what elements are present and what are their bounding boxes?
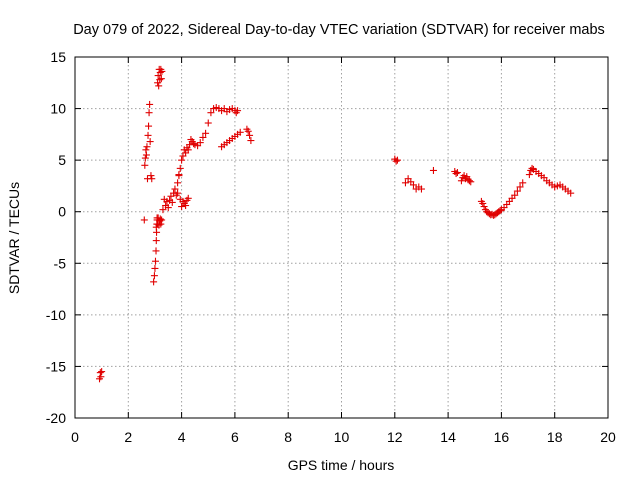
data-point xyxy=(147,172,155,180)
data-point xyxy=(164,204,172,212)
data-point xyxy=(150,272,158,280)
x-tick-label: 14 xyxy=(440,429,456,445)
y-tick-label: 10 xyxy=(50,101,66,117)
data-point xyxy=(401,179,409,187)
x-tick-label: 0 xyxy=(71,429,79,445)
y-tick-label: 15 xyxy=(50,49,66,65)
data-point xyxy=(143,143,151,151)
y-tick-label: -20 xyxy=(46,410,66,426)
data-point xyxy=(409,181,417,189)
data-point xyxy=(151,257,159,265)
data-point xyxy=(150,278,158,286)
data-point xyxy=(142,151,150,159)
data-point xyxy=(97,373,105,381)
data-point xyxy=(144,131,152,139)
data-point xyxy=(202,129,210,137)
data-point xyxy=(175,171,183,179)
data-point xyxy=(152,237,160,245)
x-tick-label: 6 xyxy=(231,429,239,445)
data-point xyxy=(156,76,164,84)
axis-ticks: 0 2 4 6 8 10 12 14 16 18 20 -20 -15 -10 -5 0 5 10 15 xyxy=(46,49,616,445)
data-point xyxy=(465,177,473,185)
data-point xyxy=(158,67,166,75)
data-point xyxy=(207,109,215,117)
data-point xyxy=(236,128,244,136)
data-point xyxy=(244,127,252,135)
data-point xyxy=(152,247,160,255)
data-point xyxy=(155,82,163,90)
data-point xyxy=(157,220,165,228)
data-point xyxy=(567,189,575,197)
y-axis-label: SDTVAR / TECUs xyxy=(6,182,22,294)
data-point xyxy=(393,156,401,164)
data-point xyxy=(146,100,154,108)
data-point xyxy=(516,183,524,191)
data-point xyxy=(247,137,255,145)
data-point xyxy=(140,216,148,224)
data-point xyxy=(479,199,487,207)
data-point xyxy=(151,264,159,272)
data-point xyxy=(392,157,400,165)
x-tick-label: 16 xyxy=(494,429,510,445)
data-point xyxy=(158,216,166,224)
x-axis-label: GPS time / hours xyxy=(288,457,395,473)
data-point xyxy=(511,191,519,199)
x-tick-label: 8 xyxy=(284,429,292,445)
data-point xyxy=(182,202,190,210)
data-point xyxy=(145,122,153,130)
data-point xyxy=(513,187,521,195)
data-point xyxy=(452,170,460,178)
data-point xyxy=(480,203,488,211)
data-point xyxy=(174,189,182,197)
y-tick-label: -15 xyxy=(46,358,66,374)
data-point xyxy=(148,175,156,183)
data-point xyxy=(429,166,437,174)
data-point xyxy=(204,119,212,127)
data-point xyxy=(519,179,527,187)
grid-lines xyxy=(75,57,608,418)
data-point xyxy=(176,164,184,172)
data-point xyxy=(174,179,182,187)
x-tick-label: 10 xyxy=(334,429,350,445)
x-tick-label: 18 xyxy=(547,429,563,445)
data-point xyxy=(234,107,242,115)
data-point xyxy=(184,146,192,154)
data-point xyxy=(184,194,192,202)
data-point xyxy=(467,178,475,186)
data-point xyxy=(178,156,186,164)
y-tick-label: 5 xyxy=(58,152,66,168)
y-tick-label: -10 xyxy=(46,307,66,323)
x-tick-label: 12 xyxy=(387,429,403,445)
data-point xyxy=(141,161,149,169)
y-tick-label: 0 xyxy=(58,204,66,220)
data-point xyxy=(141,154,149,162)
data-point xyxy=(168,198,176,206)
x-tick-label: 20 xyxy=(600,429,616,445)
data-point xyxy=(496,207,504,215)
data-series-sdtvar xyxy=(96,65,575,383)
data-point xyxy=(525,171,533,179)
data-point xyxy=(145,109,153,117)
data-point xyxy=(417,185,425,193)
data-point xyxy=(190,140,198,148)
data-point xyxy=(528,164,536,172)
data-point xyxy=(171,185,179,193)
data-point xyxy=(246,131,254,139)
data-point xyxy=(146,138,154,146)
data-point xyxy=(98,368,106,376)
data-point xyxy=(196,139,204,147)
chart-title: Day 079 of 2022, Sidereal Day-to-day VTE… xyxy=(73,22,605,38)
data-point xyxy=(199,133,207,141)
data-point xyxy=(453,169,461,177)
data-point xyxy=(157,75,165,83)
x-tick-label: 2 xyxy=(124,429,132,445)
data-point xyxy=(159,206,167,214)
x-tick-label: 4 xyxy=(178,429,186,445)
plot-frame xyxy=(74,56,609,419)
y-tick-label: -5 xyxy=(54,255,67,271)
data-point xyxy=(457,177,465,185)
data-point xyxy=(463,173,471,181)
